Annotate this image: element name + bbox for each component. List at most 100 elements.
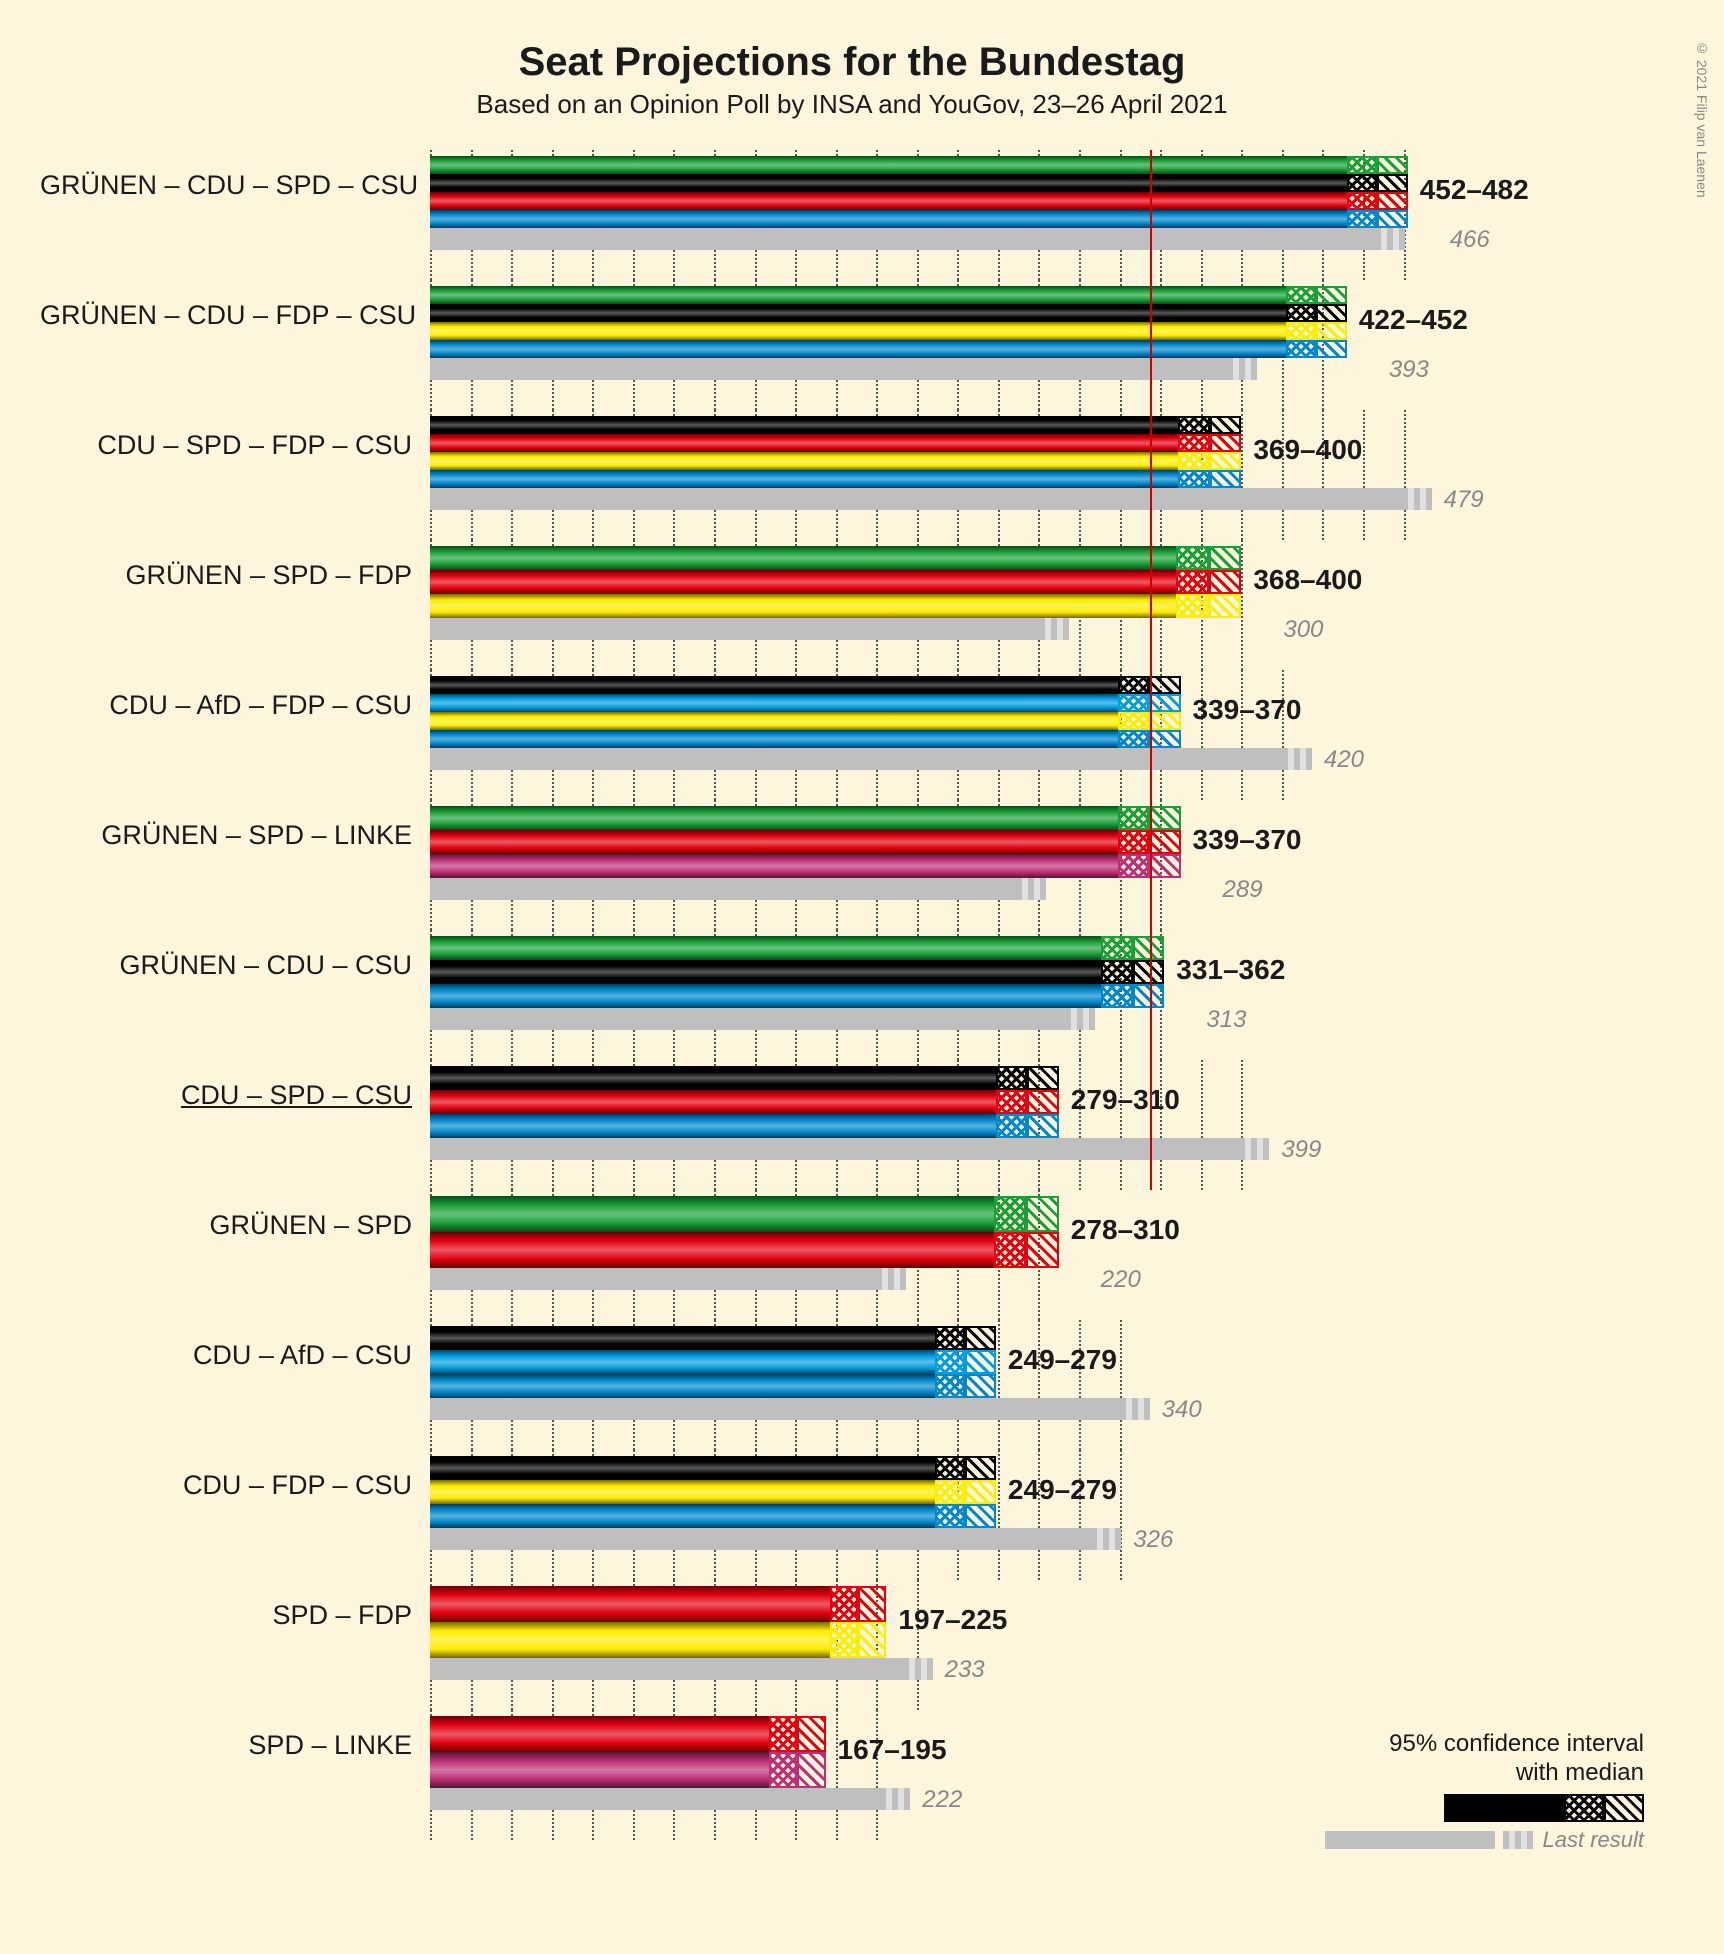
party-stripe (430, 730, 1118, 748)
last-result-bar (430, 618, 1039, 640)
grid-tick (1241, 540, 1282, 670)
coalition-row: GRÜNEN – SPD – FDP368–400300 (40, 540, 1664, 670)
ci-stripe (1178, 416, 1241, 434)
last-result-value: 393 (1389, 356, 1429, 384)
ci-lower-hatch-icon (935, 1326, 965, 1350)
ci-upper-hatch-icon (1133, 936, 1164, 960)
grid-tick (917, 1580, 958, 1710)
ci-upper-hatch-icon (1209, 546, 1241, 570)
bar-area: 331–362313 (430, 930, 1664, 1060)
ci-stripe (1347, 156, 1408, 174)
ci-stripe (935, 1480, 996, 1504)
coalition-row: CDU – AfD – FDP – CSU339–370420 (40, 670, 1664, 800)
last-result-hatch (1375, 228, 1405, 250)
last-result-bar (430, 1268, 876, 1290)
grid-tick (1160, 1060, 1201, 1190)
last-result-hatch (1282, 748, 1312, 770)
ci-upper-hatch-icon (1316, 340, 1346, 358)
ci-upper-hatch-icon (1149, 676, 1180, 694)
coalition-row: GRÜNEN – CDU – FDP – CSU422–452393 (40, 280, 1664, 410)
ci-stripe (935, 1350, 996, 1374)
party-stripe (430, 1066, 996, 1090)
ci-stripe (935, 1456, 996, 1480)
grid-tick (1079, 1320, 1120, 1450)
ci-upper-hatch-icon (797, 1752, 825, 1788)
coalition-label: GRÜNEN – CDU – SPD – CSU (40, 150, 430, 201)
ci-lower-hatch-icon (1101, 960, 1132, 984)
party-stripe (430, 304, 1286, 322)
coalition-bar (430, 1326, 935, 1398)
coalition-row: GRÜNEN – CDU – CSU331–362313 (40, 930, 1664, 1060)
coalition-bar (430, 1066, 996, 1138)
last-result-value: 399 (1281, 1136, 1321, 1164)
last-result-hatch (1091, 1528, 1121, 1550)
ci-upper-hatch-icon (1149, 806, 1180, 830)
legend: 95% confidence interval with median Last… (1325, 1730, 1645, 1854)
party-stripe (430, 434, 1178, 452)
ci-lower-hatch-icon (1286, 322, 1316, 340)
ci-lower-hatch-icon (1118, 712, 1149, 730)
coalition-bar (430, 546, 1176, 618)
ci-lower-hatch-icon (1286, 304, 1316, 322)
legend-last-label: Last result (1543, 1827, 1645, 1853)
legend-lower-hatch-icon (1564, 1794, 1604, 1822)
last-result-bar (430, 1138, 1239, 1160)
ci-stripe (1176, 546, 1241, 570)
ci-upper-hatch-icon (1210, 470, 1241, 488)
confidence-interval (1286, 286, 1347, 358)
ci-lower-hatch-icon (1178, 416, 1209, 434)
grid-tick (1038, 1450, 1079, 1580)
ci-stripe (1118, 730, 1181, 748)
ci-lower-hatch-icon (1176, 594, 1208, 618)
ci-upper-hatch-icon (1209, 594, 1241, 618)
coalition-row: CDU – SPD – CSU279–310399 (40, 1060, 1664, 1190)
ci-upper-hatch-icon (1026, 1232, 1058, 1268)
grid-tick (1079, 1060, 1120, 1190)
party-stripe (430, 192, 1347, 210)
party-stripe (430, 1090, 996, 1114)
party-stripe (430, 806, 1118, 830)
ci-upper-hatch-icon (1133, 960, 1164, 984)
ci-upper-hatch-icon (1149, 730, 1180, 748)
ci-lower-hatch-icon (935, 1480, 965, 1504)
party-stripe (430, 984, 1101, 1008)
grid-tick (1120, 1450, 1161, 1580)
projection-range-value: 339–370 (1193, 824, 1302, 856)
last-result-hatch (1402, 488, 1432, 510)
ci-lower-hatch-icon (996, 1114, 1027, 1138)
last-result-value: 479 (1444, 486, 1484, 514)
ci-upper-hatch-icon (1026, 1196, 1058, 1232)
grid-tick (1241, 670, 1282, 800)
confidence-interval (1176, 546, 1241, 618)
ci-stripe (1118, 676, 1181, 694)
coalition-bar (430, 416, 1178, 488)
last-result-bar (430, 878, 1016, 900)
grid-tick (1079, 1450, 1120, 1580)
last-result-value: 222 (922, 1786, 962, 1814)
ci-lower-hatch-icon (1347, 156, 1377, 174)
bar-area: 339–370420 (430, 670, 1664, 800)
ci-lower-hatch-icon (1178, 470, 1209, 488)
coalition-label: GRÜNEN – CDU – CSU (40, 930, 430, 981)
last-result-value: 300 (1283, 616, 1323, 644)
ci-lower-hatch-icon (1286, 340, 1316, 358)
coalition-label: CDU – AfD – FDP – CSU (40, 670, 430, 721)
last-result-hatch (1039, 618, 1069, 640)
legend-ci-bar (1444, 1794, 1644, 1822)
coalition-row: GRÜNEN – CDU – SPD – CSU452–482466 (40, 150, 1664, 280)
legend-ci-label: 95% confidence interval with median (1325, 1730, 1645, 1788)
projection-range-value: 249–279 (1008, 1344, 1117, 1376)
last-result-value: 420 (1324, 746, 1364, 774)
last-result-bar (430, 1528, 1091, 1550)
ci-stripe (1176, 594, 1241, 618)
ci-lower-hatch-icon (935, 1504, 965, 1528)
confidence-interval (1101, 936, 1164, 1008)
last-result-hatch (1227, 358, 1257, 380)
confidence-interval (1118, 806, 1181, 878)
party-stripe (430, 1752, 769, 1788)
last-result-bar (430, 488, 1402, 510)
coalition-row: CDU – FDP – CSU249–279326 (40, 1450, 1664, 1580)
grid-tick (1038, 1320, 1079, 1450)
party-stripe (430, 1350, 935, 1374)
last-result-value: 289 (1223, 876, 1263, 904)
